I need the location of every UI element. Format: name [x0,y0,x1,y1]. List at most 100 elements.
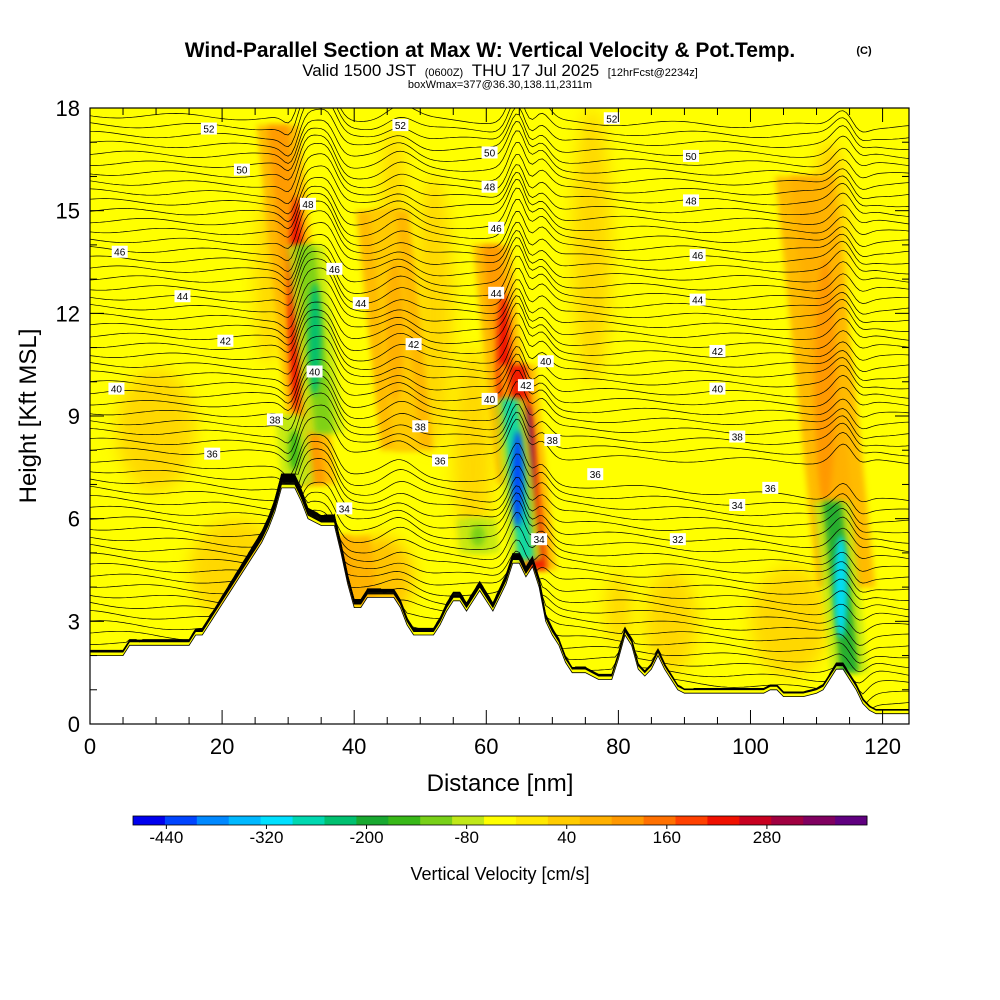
contour-label-text: 46 [692,251,704,262]
contour-label: 46 [689,249,706,262]
x-tick-label: 100 [732,734,769,759]
colorbar-tick-label: -80 [454,828,479,847]
contour-label-bg [481,146,498,159]
theta-contour-line [90,185,909,235]
contour-label: 48 [299,197,316,211]
colorbar-swatch [611,816,645,825]
chart-title: Wind-Parallel Section at Max W: Vertical… [185,39,796,62]
contour-label-text: 36 [590,470,602,481]
colorbar-swatch [164,816,198,825]
downdraft-peak [512,431,524,528]
theta-contour-line [90,335,909,390]
contour-label-text: 32 [672,535,684,546]
contour-label: 52 [392,119,409,132]
contour-label-bg [762,481,779,494]
contour-label-text: 40 [712,385,724,396]
colorbar-swatch [356,816,389,825]
theta-contour-line [90,475,909,572]
contour-label-bg [683,149,700,162]
contour-label-text: 44 [355,299,367,310]
subtitle-utc: (0600Z) [425,67,464,79]
colorbar-tick-label: -200 [350,828,384,847]
contour-label-text: 40 [111,385,123,396]
theta-contour-line [90,309,909,361]
contour-label-text: 36 [207,450,219,461]
contour-label-bg [299,197,316,210]
theta-contour-line [90,278,909,332]
theta-contour-line [90,458,909,534]
contour-label-text: 44 [692,296,704,307]
theta-contour-line [90,477,909,601]
theta-contour-line [90,127,909,179]
x-tick-label: 40 [342,734,366,759]
theta-contour-line [90,165,909,217]
contour-label-bg [200,122,217,135]
contour-label-text: 42 [520,381,532,392]
contour-label-bg [306,365,323,378]
colorbar-swatch [228,816,262,825]
colorbar-swatch [739,816,772,825]
contour-label-text: 46 [114,248,126,259]
contour-label-text: 52 [395,121,407,132]
x-axis: 0 20 40 60 80 100 120 [84,108,901,759]
theta-contour-line [90,134,909,190]
contour-label: 36 [762,481,779,495]
contour-label-bg [729,498,746,511]
theta-contour-line [90,448,909,525]
colorbar-swatch [484,816,517,825]
theta-contour-line [90,476,909,593]
contour-label: 40 [709,382,726,396]
colorbar-swatch [292,816,325,825]
contour-label-text: 52 [203,125,215,136]
contour-label: 44 [352,297,369,310]
colorbar-swatch [388,816,421,825]
contour-label-bg [689,293,706,306]
contour-label-text: 38 [732,433,744,444]
theta-contour-line [90,382,909,439]
theta-contour-line [90,392,909,447]
contour-label-text: 42 [408,340,420,351]
velocity-region [116,368,196,492]
contour-label-text: 40 [484,395,496,406]
contour-label: 52 [200,122,217,136]
colorbar-swatch [452,816,485,825]
contour-label: 38 [266,413,283,426]
x-tick-label: 60 [474,734,498,759]
contour-label-text: 34 [534,535,546,546]
contour-label-bg [405,338,422,351]
contour-label: 44 [174,290,191,303]
contour-label-bg [488,286,505,299]
contour-label-bg [233,163,250,176]
theta-contour-line [90,324,909,381]
contour-label-text: 36 [434,456,446,467]
contour-label: 38 [544,433,561,447]
contour-label-bg [204,447,221,460]
contour-label-bg [709,344,726,357]
downdraft-peak [471,525,485,547]
theta-contour-line [90,347,909,399]
theta-contour-line [90,367,909,418]
theta-contour-line [90,291,909,341]
contour-label: 40 [306,365,323,379]
colorbar-swatch [515,816,549,825]
colorbar-swatch [133,816,166,825]
colorbar-swatch [324,816,357,825]
contour-label-bg [481,180,498,193]
y-tick-label: 12 [56,301,80,326]
contour-label: 48 [683,194,700,207]
contour-label: 52 [603,112,620,125]
contour-labels: 52 52 52 50 50 50 48 48 48 46 46 46 46 44 44 44 44 42 42 42… [108,112,779,546]
theta-contour-line [90,234,909,283]
contour-label: 34 [531,533,548,546]
colorbar-tick-label: 40 [557,828,576,847]
updraft-peak [385,258,405,403]
y-axis-label: Height [Kft MSL] [15,329,42,504]
theta-contour-line [90,210,909,265]
contour-label: 50 [481,146,498,159]
y-tick-label: 0 [68,712,80,737]
contour-label-bg [108,382,125,395]
contour-label-text: 48 [484,183,496,194]
x-tick-label: 120 [864,734,901,759]
